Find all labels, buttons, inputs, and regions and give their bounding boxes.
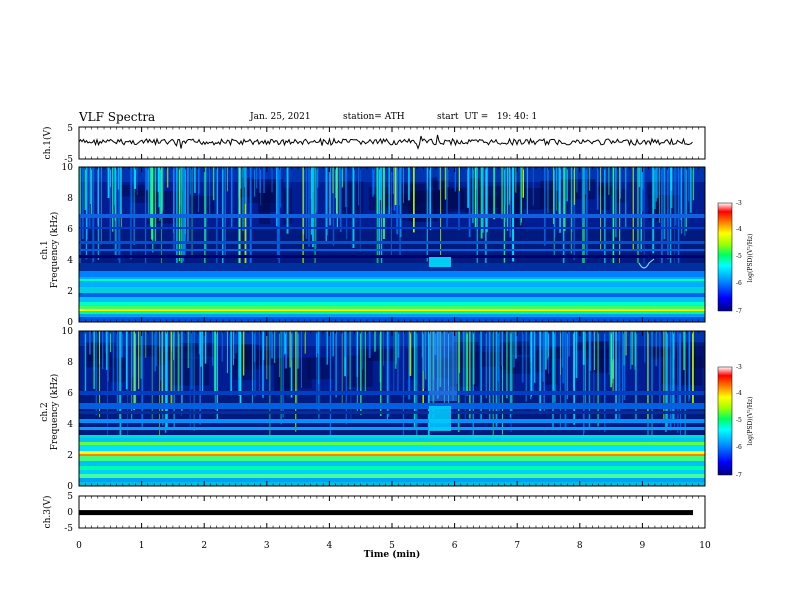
ch2-cb-tick-m5: -5 <box>736 417 742 424</box>
time-tick-label: 2 <box>201 541 207 551</box>
ch1-spectrogram-ylabel-channel: ch.1 <box>40 240 50 259</box>
ch2-freq-tick-6: 6 <box>67 389 73 399</box>
ch1-cb-tick-m3: -3 <box>736 200 742 207</box>
ch2-spectrogram-ylabel-frequency: Frequency (kHz) <box>49 374 60 451</box>
time-tick-label: 6 <box>452 541 458 551</box>
ch2-spectrogram-ylabel-channel: ch.2 <box>40 402 50 421</box>
ch2-spectrogram-canvas <box>79 331 705 486</box>
ch2-cb-tick-m6: -6 <box>736 444 742 451</box>
ch1-freq-tick-4: 4 <box>67 256 73 266</box>
ch1-ytick-bottom: -5 <box>64 155 73 165</box>
time-tick-label: 7 <box>514 541 520 551</box>
time-tick-label: 8 <box>577 541 583 551</box>
ch1-freq-tick-0: 0 <box>67 318 73 328</box>
ch1-cb-tick-m6: -6 <box>736 280 742 287</box>
ch2-colorbar: -3 -4 -5 -6 -7 log(PSD)(V²/Hz) <box>717 364 754 479</box>
figure-title: VLF Spectra <box>79 110 156 124</box>
ch1-freq-tick-6: 6 <box>67 225 73 235</box>
ch1-freq-tick-2: 2 <box>67 287 73 297</box>
ch1-waveform-ylabel: ch.1(V) <box>42 127 53 160</box>
ch1-waveform-panel: 5 -5 ch.1(V) <box>42 124 706 165</box>
time-axis-label: Time (min) <box>364 549 421 560</box>
ch1-spectrogram-ticks <box>78 167 706 322</box>
ch2-freq-tick-0: 0 <box>67 482 73 492</box>
time-tick-label: 9 <box>640 541 646 551</box>
ch1-freq-tick-8: 8 <box>67 194 73 204</box>
ch2-colorbar-scale <box>717 366 733 476</box>
ch1-colorbar: -3 -4 -5 -6 -7 log(PSD)(V²/Hz) <box>717 200 754 315</box>
ch1-waveform-line <box>78 134 693 150</box>
ch3-waveform-ticks <box>78 496 706 528</box>
time-tick-label: 0 <box>76 541 82 551</box>
start-time-label: start UT = 19: 40: 1 <box>437 112 538 122</box>
ch2-cb-tick-m4: -4 <box>736 390 742 397</box>
ch1-freq-tick-10: 10 <box>62 163 74 173</box>
date-label: Jan. 25, 2021 <box>250 112 311 122</box>
ch3-waveform-ylabel: ch.3(V) <box>42 496 53 529</box>
ch3-waveform-line <box>79 510 693 516</box>
ch1-cb-tick-m7: -7 <box>736 308 742 315</box>
ch2-spectrogram-ticks <box>78 331 706 486</box>
ch1-colorbar-scale <box>717 202 733 312</box>
ch1-spectrogram-canvas <box>79 167 705 322</box>
ch2-colorbar-label: log(PSD)(V²/Hz) <box>747 397 754 446</box>
ch3-ytick-bottom: -5 <box>64 524 73 534</box>
ch3-ytick-mid: 0 <box>67 508 73 518</box>
time-tick-label: 3 <box>264 541 270 551</box>
ch2-freq-tick-10: 10 <box>62 327 74 337</box>
ch2-freq-tick-4: 4 <box>67 420 73 430</box>
time-axis-tick-labels: 0 1 2 3 4 5 6 7 8 9 10 <box>76 541 711 551</box>
ch1-colorbar-label: log(PSD)(V²/Hz) <box>747 234 754 283</box>
ch2-spectrogram-panel: 0 2 4 6 8 10 ch.2 Frequency (kHz) <box>40 327 706 492</box>
time-tick-label: 10 <box>699 541 711 551</box>
time-tick-label: 5 <box>389 541 395 551</box>
ch1-cb-tick-m5: -5 <box>736 253 742 260</box>
ch3-ytick-top: 5 <box>67 492 73 502</box>
ch2-cb-tick-m3: -3 <box>736 364 742 371</box>
ch2-freq-tick-8: 8 <box>67 358 73 368</box>
ch1-ytick-top: 5 <box>67 124 73 134</box>
ch1-spectrogram-ylabel-frequency: Frequency (kHz) <box>49 212 60 289</box>
ch2-cb-tick-m7: -7 <box>736 472 742 479</box>
ch2-freq-tick-2: 2 <box>67 451 73 461</box>
time-tick-label: 1 <box>139 541 145 551</box>
ch1-cb-tick-m4: -4 <box>736 226 742 233</box>
ch3-waveform-panel: 5 0 -5 ch.3(V) <box>42 492 706 534</box>
station-label: station= ATH <box>343 112 405 122</box>
ch1-waveform-ticks <box>78 127 706 159</box>
ch1-spectrogram-panel: 0 2 4 6 8 10 ch.1 Frequency (kHz) <box>40 163 706 328</box>
time-tick-label: 4 <box>327 541 333 551</box>
